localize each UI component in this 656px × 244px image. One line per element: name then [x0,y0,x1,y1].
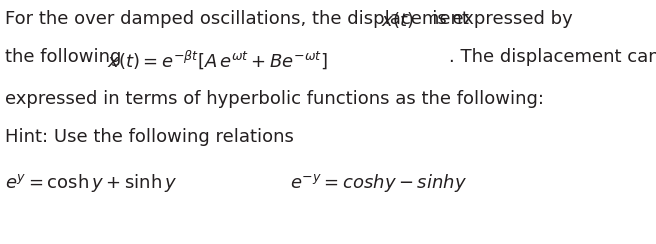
Text: Hint: Use the following relations: Hint: Use the following relations [5,128,294,146]
Text: the following: the following [5,48,121,66]
Text: $e^{-y} = \mathit{coshy} - \mathit{sinhy}$: $e^{-y} = \mathit{coshy} - \mathit{sinhy… [290,172,467,194]
Text: $x(t) = e^{-\beta t}[A\,e^{\omega t} + Be^{-\omega t}]$: $x(t) = e^{-\beta t}[A\,e^{\omega t} + B… [107,48,328,71]
Text: is expressed by: is expressed by [415,10,573,28]
Text: For the over damped oscillations, the displacement: For the over damped oscillations, the di… [5,10,475,28]
Text: . The displacement can be: . The displacement can be [449,48,656,66]
Text: expressed in terms of hyperbolic functions as the following:: expressed in terms of hyperbolic functio… [5,90,544,108]
Text: $e^y = \cosh y + \sinh y$: $e^y = \cosh y + \sinh y$ [5,172,177,194]
Text: $x(t)$: $x(t)$ [381,10,414,30]
